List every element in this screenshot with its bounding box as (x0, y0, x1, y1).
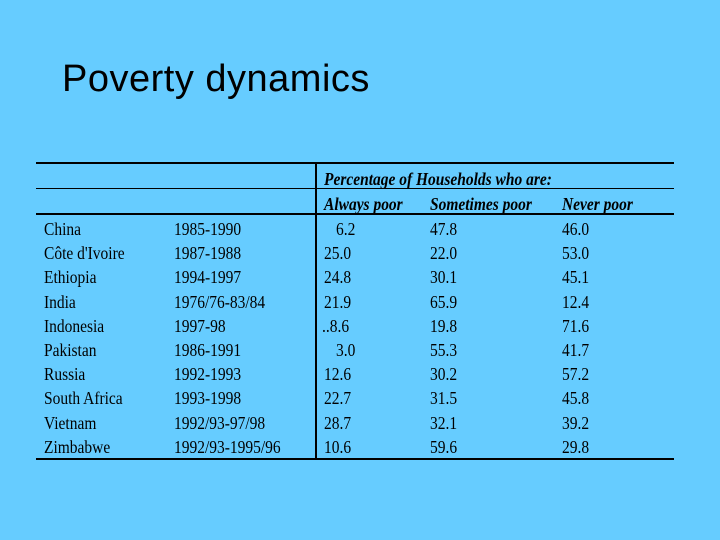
country-cell: Vietnam (44, 412, 97, 433)
poverty-table: Percentage of Households who are: Always… (36, 162, 674, 460)
table-top-rule (36, 162, 674, 164)
country-cell: Ethiopia (44, 267, 97, 288)
never-poor-cell: 46.0 (562, 219, 590, 239)
period-cell: 1985-1990 (174, 219, 242, 239)
table-header-rule (36, 213, 674, 215)
sometimes-poor-cell: 22.0 (430, 243, 458, 264)
sometimes-poor-cell: 32.1 (430, 412, 458, 433)
always-poor-cell: 10.6 (324, 436, 352, 457)
country-cell: South Africa (44, 388, 123, 409)
table-column-divider (315, 162, 317, 460)
table-group-rule (36, 188, 674, 189)
slide-title: Poverty dynamics (62, 58, 370, 100)
period-cell: 1992/93-1995/96 (174, 436, 281, 457)
never-poor-cell: 12.4 (562, 291, 590, 312)
table-bottom-rule (36, 458, 674, 460)
period-cell: 1976/76-83/84 (174, 291, 266, 312)
never-poor-cell: 29.8 (562, 436, 590, 457)
country-cell: Indonesia (44, 315, 105, 336)
period-cell: 1993-1998 (174, 388, 242, 409)
country-cell: Côte d'Ivoire (44, 243, 125, 264)
always-poor-cell: 28.7 (324, 412, 352, 433)
period-cell: 1986-1991 (174, 340, 242, 360)
never-poor-cell: 57.2 (562, 364, 590, 385)
sometimes-poor-cell: 59.6 (430, 436, 458, 457)
never-poor-cell: 71.6 (562, 315, 590, 336)
period-cell: 1992-1993 (174, 364, 242, 385)
sometimes-poor-cell: 30.2 (430, 364, 458, 385)
always-poor-cell: 6.2 (336, 219, 356, 239)
never-poor-cell: 45.8 (562, 388, 590, 409)
column-header-sometimes-poor: Sometimes poor (430, 194, 532, 214)
sometimes-poor-cell: 31.5 (430, 388, 458, 409)
sometimes-poor-cell: 65.9 (430, 291, 458, 312)
column-header-always-poor: Always poor (324, 194, 403, 214)
always-poor-cell: 25.0 (324, 243, 352, 264)
country-cell: Russia (44, 364, 86, 385)
sometimes-poor-cell: 19.8 (430, 315, 458, 336)
period-cell: 1994-1997 (174, 267, 242, 288)
always-poor-cell: ..8.6 (322, 315, 350, 336)
country-cell: China (44, 219, 81, 239)
group-header: Percentage of Households who are: (324, 169, 552, 189)
never-poor-cell: 39.2 (562, 412, 590, 433)
sometimes-poor-cell: 47.8 (430, 219, 458, 239)
always-poor-cell: 3.0 (336, 340, 356, 360)
always-poor-cell: 12.6 (324, 364, 352, 385)
always-poor-cell: 22.7 (324, 388, 352, 409)
always-poor-cell: 21.9 (324, 291, 352, 312)
period-cell: 1997-98 (174, 315, 226, 336)
country-cell: Zimbabwe (44, 436, 111, 457)
country-cell: India (44, 291, 76, 312)
column-header-never-poor: Never poor (562, 194, 633, 214)
always-poor-cell: 24.8 (324, 267, 352, 288)
period-cell: 1987-1988 (174, 243, 242, 264)
never-poor-cell: 41.7 (562, 340, 590, 360)
never-poor-cell: 45.1 (562, 267, 590, 288)
period-cell: 1992/93-97/98 (174, 412, 266, 433)
sometimes-poor-cell: 55.3 (430, 340, 458, 360)
sometimes-poor-cell: 30.1 (430, 267, 458, 288)
country-cell: Pakistan (44, 340, 97, 360)
never-poor-cell: 53.0 (562, 243, 590, 264)
